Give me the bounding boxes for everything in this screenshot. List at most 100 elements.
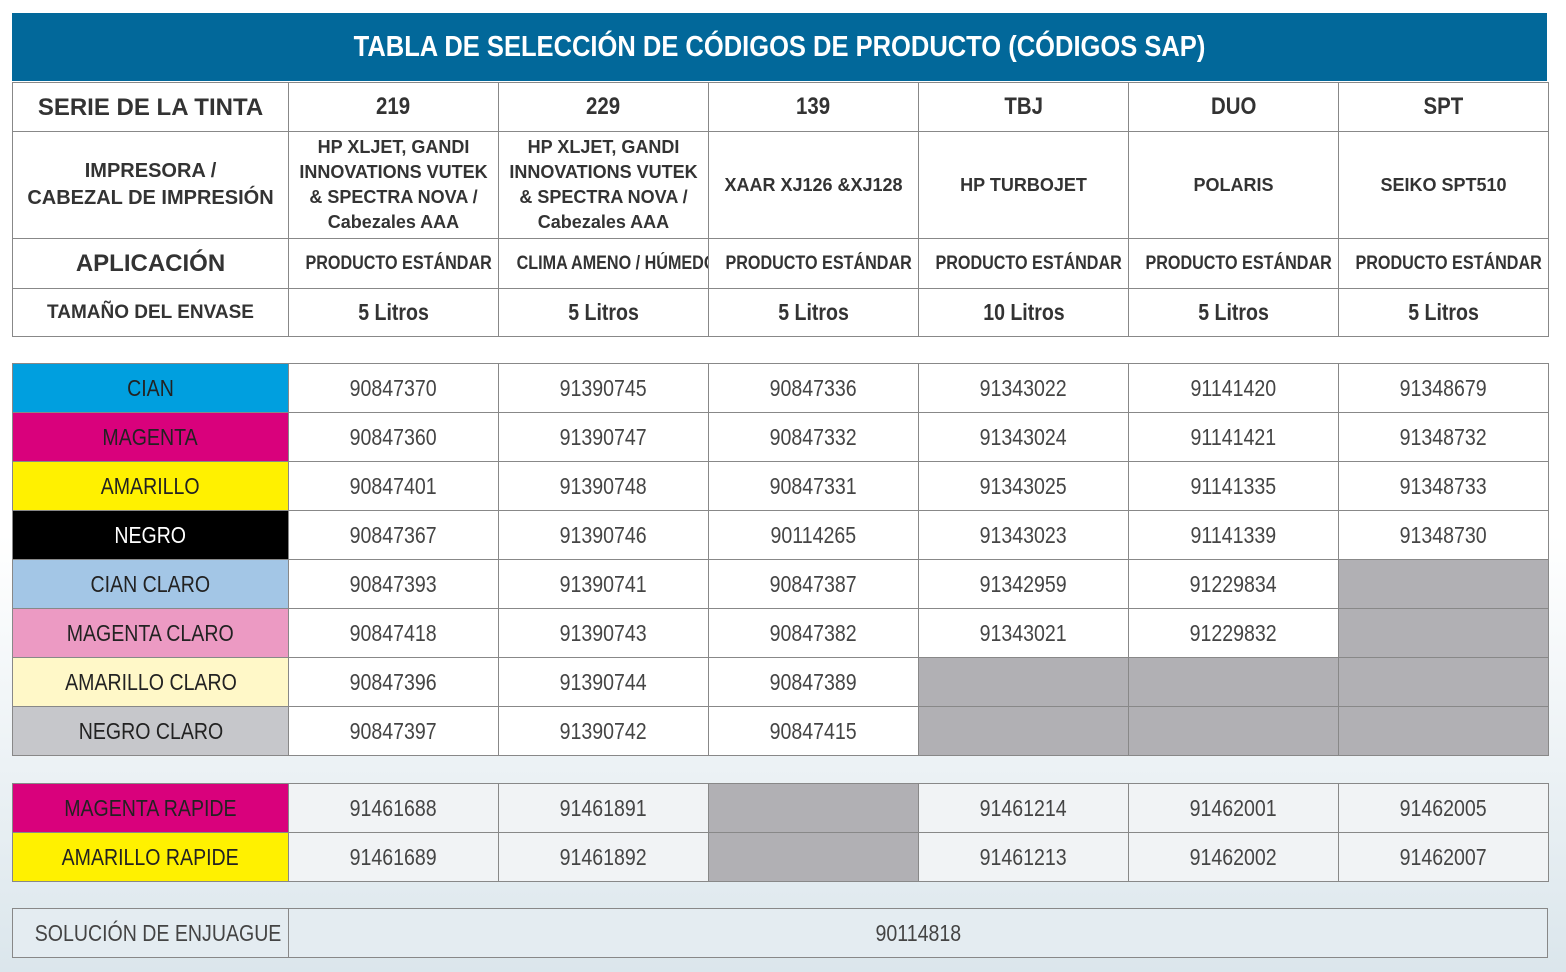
header-row-printer: IMPRESORA / CABEZAL DE IMPRESIÓN HP XLJET,… bbox=[12, 131, 1549, 239]
size-cell: 5 Litros bbox=[288, 288, 499, 337]
product-code: 90847382 bbox=[770, 619, 857, 646]
product-code: 91343022 bbox=[980, 374, 1067, 401]
ink-color-name: MAGENTA bbox=[102, 423, 199, 450]
ink-color-label-cell: AMARILLO CLARO bbox=[12, 657, 289, 707]
product-code-cell: 91141420 bbox=[1128, 363, 1339, 413]
product-code: 90847336 bbox=[770, 374, 857, 401]
application-cell: PRODUCTO ESTÁNDAR bbox=[1338, 238, 1549, 289]
application-cell: PRODUCTO ESTÁNDAR bbox=[708, 238, 919, 289]
product-code-cell: 91141339 bbox=[1128, 510, 1339, 560]
size-cell: 5 Litros bbox=[708, 288, 919, 337]
product-code-cell: 91462002 bbox=[1128, 832, 1339, 882]
series-value: DUO bbox=[1210, 93, 1257, 120]
ink-color-label-cell: MAGENTA bbox=[12, 412, 289, 462]
ink-row: AMARILLO 90847401 91390748 90847331 91343025… bbox=[12, 461, 1549, 511]
size-value: 5 Litros bbox=[1408, 299, 1479, 325]
printer-cell: SEIKO SPT510 bbox=[1338, 131, 1549, 239]
rinse-label-cell: SOLUCIÓN DE ENJUAGUE bbox=[12, 908, 289, 958]
not-available-cell bbox=[708, 783, 919, 833]
product-code: 91390745 bbox=[560, 374, 647, 401]
product-code-cell: 91348679 bbox=[1338, 363, 1549, 413]
product-code-cell: 91390745 bbox=[498, 363, 709, 413]
header-row-application: APLICACIÓN PRODUCTO ESTÁNDAR CLIMA AMENO /… bbox=[12, 238, 1549, 289]
product-code: 90847370 bbox=[350, 374, 437, 401]
product-code-cell: 91348732 bbox=[1338, 412, 1549, 462]
size-label-cell: TAMAÑO DEL ENVASE bbox=[12, 288, 289, 337]
product-code-cell: 91390744 bbox=[498, 657, 709, 707]
application-cell: PRODUCTO ESTÁNDAR bbox=[288, 238, 499, 289]
size-value: 5 Litros bbox=[358, 299, 429, 325]
product-code: 91390744 bbox=[560, 668, 647, 695]
product-code-cell: 91229832 bbox=[1128, 608, 1339, 658]
ink-color-name: AMARILLO CLARO bbox=[64, 668, 237, 695]
product-code: 91390743 bbox=[560, 619, 647, 646]
product-code-cell: 90847370 bbox=[288, 363, 499, 413]
ink-color-label-cell: MAGENTA CLARO bbox=[12, 608, 289, 658]
not-available-cell bbox=[1338, 559, 1549, 609]
application-value: PRODUCTO ESTÁNDAR bbox=[1355, 252, 1542, 274]
ink-row: AMARILLO RAPIDE 91461689 91461892 91461213 9… bbox=[12, 832, 1549, 882]
ink-row: MAGENTA 90847360 91390747 90847332 91343024 9… bbox=[12, 412, 1549, 462]
series-label-cell: SERIE DE LA TINTA bbox=[12, 82, 289, 132]
product-code: 90847331 bbox=[770, 472, 857, 499]
printer-cell: HP XLJET, GANDI INNOVATIONS VUTEK & SPECTR… bbox=[498, 131, 709, 239]
rinse-code: 90114818 bbox=[875, 919, 961, 946]
rinse-row: SOLUCIÓN DE ENJUAGUE 90114818 bbox=[12, 908, 1548, 958]
product-code-cell: 90847397 bbox=[288, 706, 499, 756]
printer-line: HP TURBOJET bbox=[960, 174, 1087, 195]
product-code-cell: 91462001 bbox=[1128, 783, 1339, 833]
not-available-cell bbox=[1338, 706, 1549, 756]
product-code: 91462005 bbox=[1400, 794, 1487, 821]
printer-label: IMPRESORA / bbox=[84, 160, 217, 182]
application-label: APLICACIÓN bbox=[75, 250, 226, 277]
ink-color-name: CIAN CLARO bbox=[90, 570, 211, 597]
ink-color-name: AMARILLO bbox=[101, 472, 200, 499]
product-code-cell: 91390742 bbox=[498, 706, 709, 756]
product-code-cell: 91141335 bbox=[1128, 461, 1339, 511]
product-code-cell: 91461214 bbox=[918, 783, 1129, 833]
ink-row: MAGENTA CLARO 90847418 91390743 90847382 913… bbox=[12, 608, 1549, 658]
ink-row: CIAN 90847370 91390745 90847336 91343022 9114… bbox=[12, 363, 1549, 413]
printer-label: CABEZAL DE IMPRESIÓN bbox=[27, 187, 274, 209]
product-code: 91390741 bbox=[560, 570, 647, 597]
product-code: 91348730 bbox=[1400, 521, 1487, 548]
product-code: 91343021 bbox=[980, 619, 1067, 646]
printer-line: SEIKO SPT510 bbox=[1380, 174, 1507, 195]
product-code-cell: 91343024 bbox=[918, 412, 1129, 462]
product-code-cell: 91229834 bbox=[1128, 559, 1339, 609]
product-code-cell: 91461891 bbox=[498, 783, 709, 833]
ink-codes-table: CIAN 90847370 91390745 90847336 91343022 9114… bbox=[12, 363, 1549, 756]
printer-line: INNOVATIONS VUTEK bbox=[509, 162, 698, 182]
product-code: 91462002 bbox=[1190, 843, 1277, 870]
series-value: 219 bbox=[376, 93, 411, 120]
application-cell: PRODUCTO ESTÁNDAR bbox=[918, 238, 1129, 289]
printer-line: Cabezales AAA bbox=[537, 212, 670, 232]
ink-row: AMARILLO CLARO 90847396 91390744 90847389 bbox=[12, 657, 1549, 707]
application-label-cell: APLICACIÓN bbox=[12, 238, 289, 289]
product-code-cell: 90847331 bbox=[708, 461, 919, 511]
product-code-cell: 91461892 bbox=[498, 832, 709, 882]
product-code-cell: 90847415 bbox=[708, 706, 919, 756]
printer-line: HP XLJET, GANDI bbox=[317, 137, 470, 157]
size-value: 5 Litros bbox=[778, 299, 849, 325]
product-code: 91343025 bbox=[980, 472, 1067, 499]
product-code-cell: 91462007 bbox=[1338, 832, 1549, 882]
not-available-cell bbox=[1338, 608, 1549, 658]
ink-color-name: NEGRO CLARO bbox=[78, 717, 223, 744]
product-code-cell: 90847389 bbox=[708, 657, 919, 707]
not-available-cell bbox=[1128, 657, 1339, 707]
series-cell: DUO bbox=[1128, 82, 1339, 132]
ink-color-label-cell: MAGENTA RAPIDE bbox=[12, 783, 289, 833]
ink-color-label-cell: NEGRO bbox=[12, 510, 289, 560]
size-label: TAMAÑO DEL ENVASE bbox=[47, 302, 254, 323]
series-cell: 219 bbox=[288, 82, 499, 132]
series-value: 139 bbox=[796, 93, 831, 120]
not-available-cell bbox=[1338, 657, 1549, 707]
application-value: PRODUCTO ESTÁNDAR bbox=[305, 252, 492, 274]
product-code: 90114265 bbox=[770, 521, 857, 548]
product-code: 91390747 bbox=[560, 423, 647, 450]
series-cell: TBJ bbox=[918, 82, 1129, 132]
product-code-cell: 90847336 bbox=[708, 363, 919, 413]
product-code: 91390748 bbox=[560, 472, 647, 499]
ink-color-label-cell: CIAN bbox=[12, 363, 289, 413]
